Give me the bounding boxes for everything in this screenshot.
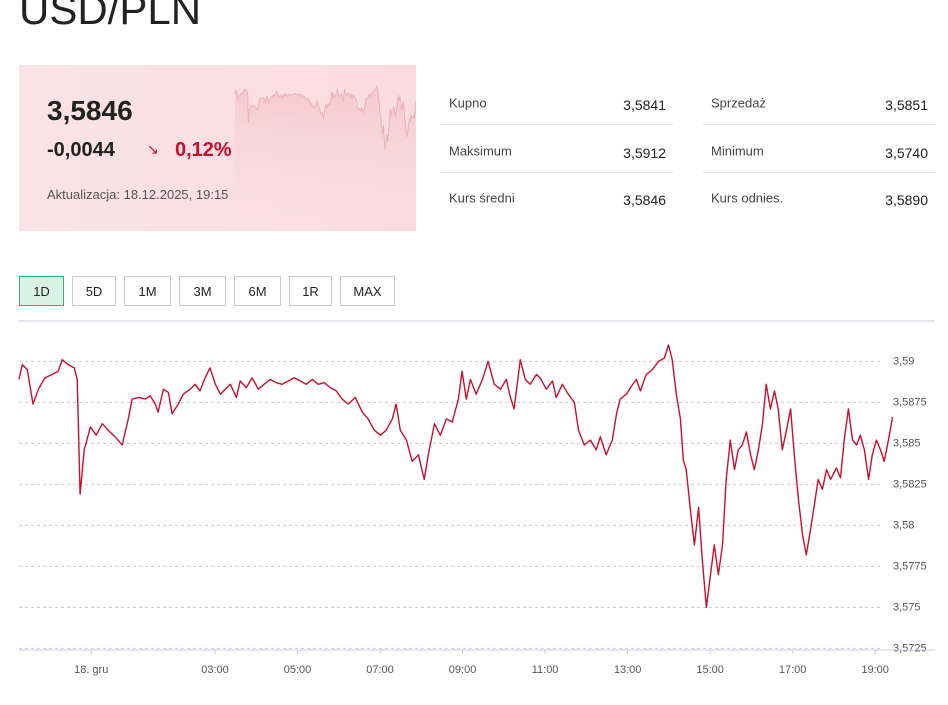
stat-row: Kurs średni 3,5846: [441, 172, 673, 219]
stat-value: 3,5851: [885, 97, 928, 113]
stat-row: Sprzedaż 3,5851: [703, 77, 935, 125]
range-button[interactable]: 1M: [124, 276, 171, 306]
y-tick-label: 3,5875: [893, 396, 927, 408]
change-percent: 0,12%: [175, 139, 232, 161]
x-tick-label: 18. gru: [74, 664, 108, 676]
price: 3,5846: [47, 95, 133, 126]
x-tick-label: 07:00: [366, 664, 394, 676]
stat-value: 3,5912: [623, 145, 666, 161]
range-button[interactable]: 1R: [289, 276, 332, 306]
stat-value: 3,5841: [623, 97, 666, 113]
x-tick-label: 13:00: [614, 664, 642, 676]
range-button[interactable]: 3M: [179, 276, 226, 306]
stat-label: Kupno: [449, 95, 487, 111]
stat-row: Kupno 3,5841: [441, 77, 673, 125]
range-button[interactable]: 6M: [234, 276, 281, 306]
x-tick-label: 11:00: [532, 664, 559, 676]
stat-label: Kurs odnies.: [711, 190, 784, 206]
stat-value: 3,5740: [885, 145, 928, 161]
quote-card: 3,5846 -0,0044 ↘ 0,12% Aktualizacja: 18.…: [19, 65, 416, 231]
price-line: [18, 344, 894, 609]
range-button[interactable]: MAX: [340, 276, 395, 306]
range-button[interactable]: 1D: [19, 276, 64, 306]
stat-row: Maksimum 3,5912: [441, 125, 673, 173]
page-title: USD/PLN: [19, 0, 202, 33]
x-tick-label: 17:00: [779, 664, 807, 676]
sparkline-line: [234, 85, 416, 150]
x-tick-label: 15:00: [696, 664, 724, 676]
y-tick-label: 3,5725: [893, 642, 927, 654]
y-tick-label: 3,5775: [893, 560, 927, 572]
stat-value: 3,5846: [623, 192, 666, 208]
x-tick-label: 09:00: [449, 664, 477, 676]
stat-label: Sprzedaż: [711, 95, 766, 111]
y-tick-label: 3,58: [893, 519, 914, 531]
x-tick-label: 03:00: [201, 664, 229, 676]
update-time: Aktualizacja: 18.12.2025, 19:15: [47, 187, 229, 202]
change: -0,0044: [47, 139, 115, 161]
stat-label: Kurs średni: [449, 190, 515, 206]
y-tick-label: 3,575: [893, 601, 921, 613]
y-tick-label: 3,5825: [893, 478, 927, 490]
x-tick-label: 19:00: [861, 664, 889, 676]
stat-row: Minimum 3,5740: [703, 125, 935, 173]
stat-value: 3,5890: [885, 192, 928, 208]
range-button[interactable]: 5D: [72, 276, 116, 306]
y-tick-label: 3,585: [893, 437, 921, 449]
y-tick-label: 3,59: [893, 355, 914, 367]
sparkline: [234, 85, 416, 231]
x-tick-label: 05:00: [284, 664, 312, 676]
stat-label: Minimum: [711, 143, 764, 159]
change-arrow: ↘: [147, 141, 159, 157]
stat-row: Kurs odnies. 3,5890: [703, 172, 935, 219]
stat-label: Maksimum: [449, 143, 512, 159]
sparkline-area: [235, 85, 416, 231]
